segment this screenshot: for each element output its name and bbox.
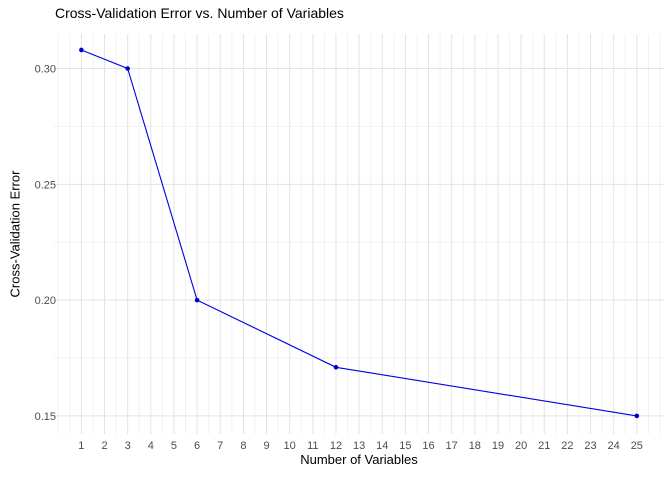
x-tick-label: 12 — [330, 440, 342, 452]
x-tick-label: 17 — [446, 440, 458, 452]
data-point — [79, 47, 84, 53]
x-tick-label: 21 — [538, 440, 550, 452]
y-tick-label: 0.30 — [35, 64, 56, 76]
data-point — [125, 66, 130, 71]
x-tick-label: 20 — [515, 440, 527, 452]
x-tick-label: 15 — [399, 440, 411, 452]
chart-title: Cross-Validation Error vs. Number of Var… — [55, 5, 344, 21]
x-tick-label: 3 — [125, 440, 131, 452]
x-tick-label: 13 — [353, 440, 365, 452]
x-tick-label: 18 — [469, 440, 481, 452]
x-tick-label: 16 — [422, 440, 434, 452]
x-tick-label: 9 — [263, 440, 269, 452]
y-tick-label: 0.20 — [35, 295, 56, 307]
x-tick-label: 8 — [240, 440, 246, 452]
y-tick-label: 0.15 — [35, 411, 56, 423]
x-tick-label: 24 — [608, 440, 620, 452]
y-tick-label: 0.25 — [35, 179, 56, 191]
x-tick-label: 4 — [148, 440, 154, 452]
data-point — [333, 364, 339, 370]
x-tick-label: 6 — [194, 440, 200, 452]
x-tick-label: 1 — [78, 440, 84, 452]
x-tick-label: 5 — [171, 440, 177, 452]
x-tick-label: 22 — [561, 440, 573, 452]
x-tick-label: 14 — [376, 440, 388, 452]
x-axis-title: Number of Variables — [300, 452, 418, 467]
data-point — [194, 297, 200, 303]
x-tick-label: 7 — [217, 440, 223, 452]
x-tick-label: 10 — [284, 440, 296, 452]
x-tick-label: 25 — [631, 440, 643, 452]
x-tick-label: 23 — [584, 440, 596, 452]
y-axis-title: Cross-Validation Error — [7, 170, 23, 298]
data-point — [634, 413, 640, 419]
x-tick-label: 11 — [307, 440, 318, 452]
x-tick-label: 2 — [101, 440, 107, 452]
x-tick-label: 19 — [492, 440, 504, 452]
